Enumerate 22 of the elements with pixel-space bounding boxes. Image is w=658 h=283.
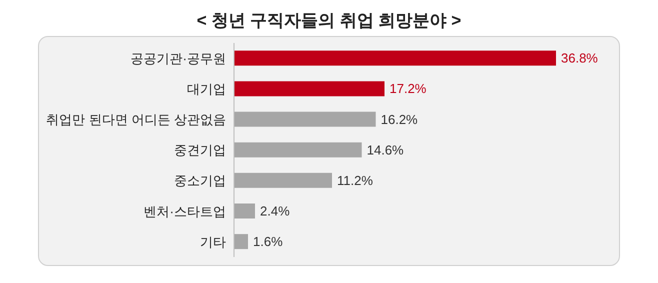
bar: [234, 204, 255, 218]
data-label: 1.6%: [253, 234, 284, 250]
data-label: 14.6%: [366, 142, 404, 158]
data-label: 36.8%: [561, 50, 598, 66]
bar: [234, 234, 248, 250]
data-label: 11.2%: [337, 172, 374, 188]
bar: [234, 112, 376, 127]
bar: [234, 50, 556, 66]
y-tick-label: 중소기업: [174, 173, 226, 188]
data-label: 2.4%: [260, 204, 290, 218]
y-tick-label: 공공기관·공무원: [130, 50, 226, 66]
y-tick-label: 중견기업: [174, 142, 226, 158]
data-label: 16.2%: [380, 112, 418, 127]
y-tick-label: 벤처·스타트업: [144, 204, 226, 219]
y-tick-label: 기타: [200, 234, 226, 250]
bar: [234, 172, 332, 188]
data-label: 17.2%: [390, 81, 427, 96]
bar: [234, 81, 384, 96]
y-tick-label: 취업만 된다면 어디든 상관없음: [46, 112, 226, 128]
chart-title: < 청년 구직자들의 취업 희망분야 >: [196, 10, 462, 32]
bar: [234, 142, 362, 158]
y-tick-label: 대기업: [187, 81, 226, 96]
